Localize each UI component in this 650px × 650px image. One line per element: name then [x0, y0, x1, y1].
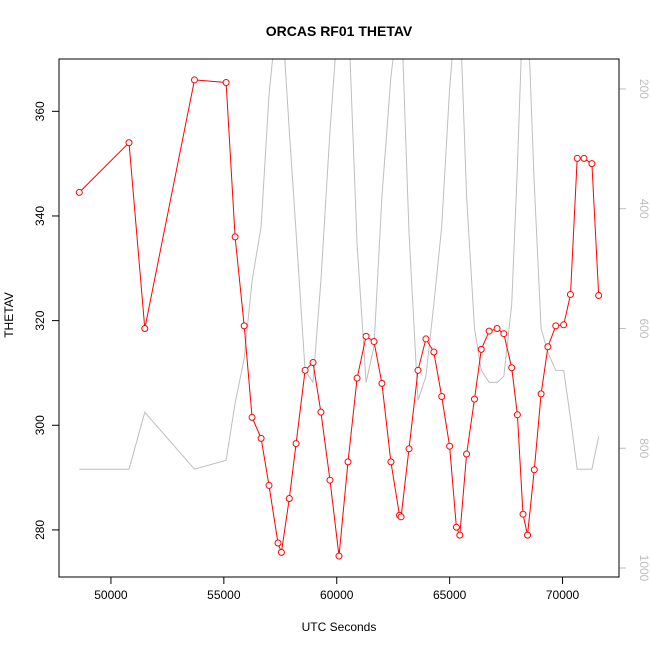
y-tick-label: 340: [33, 206, 47, 226]
data-point: [544, 343, 552, 351]
data-point: [588, 160, 596, 168]
data-point: [248, 413, 256, 421]
data-point: [493, 324, 501, 332]
data-point: [537, 390, 545, 398]
data-point: [530, 466, 538, 474]
data-point: [378, 379, 386, 387]
data-point: [560, 321, 568, 329]
data-point: [125, 139, 133, 147]
data-point: [257, 434, 265, 442]
y2-tick-label: 800: [637, 438, 650, 458]
data-point: [292, 440, 300, 448]
x-axis: 50000 55000 60000 65000 70000: [94, 577, 580, 602]
data-point: [580, 154, 588, 162]
data-point: [595, 292, 603, 300]
x-tick-label: 55000: [207, 588, 241, 602]
data-point: [397, 513, 405, 521]
data-point: [274, 539, 282, 547]
y2-tick-label: 200: [637, 79, 650, 99]
y-tick-label: 280: [33, 520, 47, 540]
data-point: [500, 330, 508, 338]
y-tick-label: 360: [33, 101, 47, 121]
data-point: [222, 79, 230, 87]
y2-tick-label: 400: [637, 199, 650, 219]
data-point: [353, 374, 361, 382]
data-point: [277, 548, 285, 556]
data-point: [309, 358, 317, 366]
data-point: [362, 332, 370, 340]
data-point: [190, 76, 198, 84]
data-point: [463, 450, 471, 458]
data-point: [344, 458, 352, 466]
data-point: [405, 445, 413, 453]
x-tick-label: 70000: [546, 588, 580, 602]
data-point: [317, 408, 325, 416]
data-point: [265, 481, 273, 489]
data-point: [508, 364, 516, 372]
series-left-layer: [75, 76, 603, 560]
y2-tick-label: 1000: [637, 555, 650, 582]
data-point: [477, 345, 485, 353]
data-point: [285, 495, 293, 503]
x-tick-label: 65000: [433, 588, 467, 602]
data-point: [452, 523, 460, 531]
data-point: [438, 392, 446, 400]
data-point: [414, 366, 422, 374]
data-point: [456, 531, 464, 539]
series-line-right: [79, 59, 600, 470]
plot-frame: [58, 58, 620, 578]
y-axis: 280 300 320 340 360: [33, 101, 59, 540]
data-point: [552, 322, 560, 330]
data-point: [301, 366, 309, 374]
data-point: [519, 510, 527, 518]
data-point: [566, 290, 574, 298]
y-tick-label: 320: [33, 310, 47, 330]
y-tick-label: 300: [33, 415, 47, 435]
x-tick-label: 50000: [94, 588, 128, 602]
data-point: [470, 395, 478, 403]
y-axis-label: THETAV: [2, 292, 16, 338]
data-point: [141, 324, 149, 332]
data-point: [231, 233, 239, 241]
data-point: [513, 411, 521, 419]
x-axis-label: UTC Seconds: [302, 620, 377, 634]
y2-axis: 200 400 600 800 1000: [619, 79, 650, 582]
data-point: [370, 338, 378, 346]
data-point: [524, 531, 532, 539]
data-point: [446, 442, 454, 450]
data-point: [430, 348, 438, 356]
data-point: [485, 327, 493, 335]
chart-title: ORCAS RF01 THETAV: [266, 23, 413, 39]
data-point: [75, 188, 83, 196]
data-point: [387, 458, 395, 466]
data-point: [573, 154, 581, 162]
data-point: [326, 476, 334, 484]
data-point: [335, 552, 343, 560]
data-point: [422, 335, 430, 343]
x-tick-label: 60000: [320, 588, 354, 602]
y2-tick-label: 600: [637, 318, 650, 338]
data-point: [240, 322, 248, 330]
series-line-left: [78, 79, 600, 557]
series-right-layer: [79, 59, 600, 470]
